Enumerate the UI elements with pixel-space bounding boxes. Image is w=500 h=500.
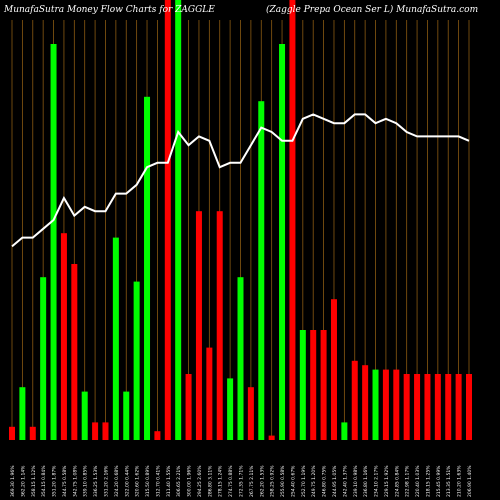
x-axis-tick-labels: 369.30 1.96% 362.20 1.14% 358.15 1.12% 354.… <box>10 465 473 497</box>
money-flow-bar <box>455 374 462 440</box>
tick-label: 234.10 2.17% <box>374 465 380 497</box>
money-flow-bar <box>351 360 358 440</box>
tick-label: 336.25 1.53% <box>93 465 99 497</box>
money-flow-bar <box>372 369 379 440</box>
money-flow-bar <box>268 435 275 440</box>
money-flow-bar <box>414 374 421 440</box>
tick-label: 229.15 1.92% <box>384 465 390 497</box>
money-flow-bar <box>434 374 441 440</box>
tick-label: 315.50 0.89% <box>145 465 151 497</box>
money-flow-bar <box>175 0 182 440</box>
tick-label: 322.00 0.44% <box>124 465 130 497</box>
money-flow-bar <box>216 211 223 440</box>
price-line <box>11 113 470 248</box>
money-flow-bar <box>424 374 431 440</box>
money-flow-bar <box>382 369 389 440</box>
tick-label: 236.80 1.16% <box>363 465 369 497</box>
money-flow-bar <box>164 0 171 440</box>
tick-label: 300.00 1.96% <box>187 465 193 497</box>
money-flow-bar <box>247 387 254 440</box>
tick-label: 255.90 0.58% <box>280 465 286 497</box>
money-flow-bar <box>227 378 234 440</box>
tick-label: 320.60 1.62% <box>135 465 141 497</box>
tick-label: 215.45 0.99% <box>436 465 442 497</box>
chart-title-left: MunafaSutra Money Flow Charts for ZAGGLE <box>4 5 215 15</box>
money-flow-bar <box>60 233 67 440</box>
money-flow-bar <box>92 422 99 440</box>
tick-label: 312.70 0.41% <box>155 465 161 497</box>
tick-label: 272.35 1.71% <box>239 465 245 497</box>
tick-label: 294.25 2.60% <box>197 465 203 497</box>
tick-label: 213.35 1.51% <box>446 465 452 497</box>
tick-label: 358.15 1.12% <box>31 465 37 497</box>
money-flow-bar <box>154 431 161 440</box>
money-flow-bar <box>299 330 306 440</box>
tick-label: 354.15 0.84% <box>41 465 47 497</box>
money-flow-bar <box>393 369 400 440</box>
tick-label: 324.20 0.68% <box>114 465 120 497</box>
tick-label: 239.10 0.98% <box>353 465 359 497</box>
chart-title-right: (Zaggle Prepa Ocean Ser L) MunafaSutra.c… <box>266 5 479 15</box>
money-flow-bar <box>330 299 337 440</box>
tick-label: 274.75 0.88% <box>228 465 234 497</box>
money-flow-bar <box>445 374 452 440</box>
tick-label: 362.20 1.14% <box>20 465 26 497</box>
money-flow-bar <box>133 281 140 440</box>
tick-label: 258.25 0.92% <box>270 465 276 497</box>
money-flow-bar <box>102 422 109 440</box>
money-flow-bar <box>71 264 78 440</box>
money-flow-bar <box>19 387 26 440</box>
tick-label: 246.80 0.75% <box>322 465 328 497</box>
tick-label: 344.75 0.58% <box>62 465 68 497</box>
tick-label: 286.80 3.11% <box>207 465 213 497</box>
tick-label: 306.65 2.21% <box>176 465 182 497</box>
money-flow-bar <box>310 330 317 440</box>
tick-label: 210.20 1.63% <box>457 465 463 497</box>
money-flow-bar <box>50 44 57 440</box>
money-flow-bar <box>403 374 410 440</box>
money-flow-bar <box>81 391 88 440</box>
money-flow-bar <box>112 237 119 440</box>
tick-label: 369.30 1.96% <box>10 465 16 497</box>
tick-label: 244.95 1.05% <box>332 465 338 497</box>
money-flow-bar <box>40 277 47 440</box>
money-flow-bar <box>466 374 472 440</box>
money-flow-bar <box>320 330 327 440</box>
tick-label: 339.10 0.85% <box>83 465 89 497</box>
tick-label: 242.40 1.37% <box>342 465 348 497</box>
tick-label: 342.75 1.08% <box>72 465 78 497</box>
money-flow-bar <box>258 101 265 440</box>
money-flow-bar <box>279 44 286 440</box>
money-flow-bar <box>123 391 130 440</box>
tick-label: 262.20 1.53% <box>259 465 265 497</box>
tick-label: 267.75 2.11% <box>249 465 255 497</box>
money-flow-bar <box>289 0 296 440</box>
money-flow-bar <box>206 347 213 440</box>
money-flow-bar <box>185 374 192 440</box>
tick-label: 351.20 1.87% <box>52 465 58 497</box>
tick-label: 254.40 0.67% <box>290 465 296 497</box>
tick-label: 218.15 1.25% <box>425 465 431 497</box>
tick-label: 206.90 1.40% <box>467 465 473 497</box>
price-line-layer <box>11 113 470 248</box>
money-flow-bars <box>9 0 472 441</box>
tick-label: 278.15 1.24% <box>218 465 224 497</box>
tick-label: 222.98 1.17% <box>405 465 411 497</box>
money-flow-bar <box>9 426 15 440</box>
money-flow-bar <box>237 277 244 440</box>
tick-label: 249.75 1.20% <box>311 465 317 497</box>
money-flow-bar <box>195 211 202 440</box>
tick-label: 220.40 1.03% <box>415 465 421 497</box>
money-flow-bar <box>362 365 369 440</box>
money-flow-bar <box>144 96 151 441</box>
tick-label: 224.85 0.84% <box>394 465 400 497</box>
tick-label: 252.70 1.19% <box>301 465 307 497</box>
money-flow-bar <box>341 422 348 440</box>
tick-label: 311.40 1.55% <box>166 465 172 497</box>
money-flow-bar <box>29 426 36 440</box>
tick-label: 331.20 2.16% <box>103 465 109 497</box>
